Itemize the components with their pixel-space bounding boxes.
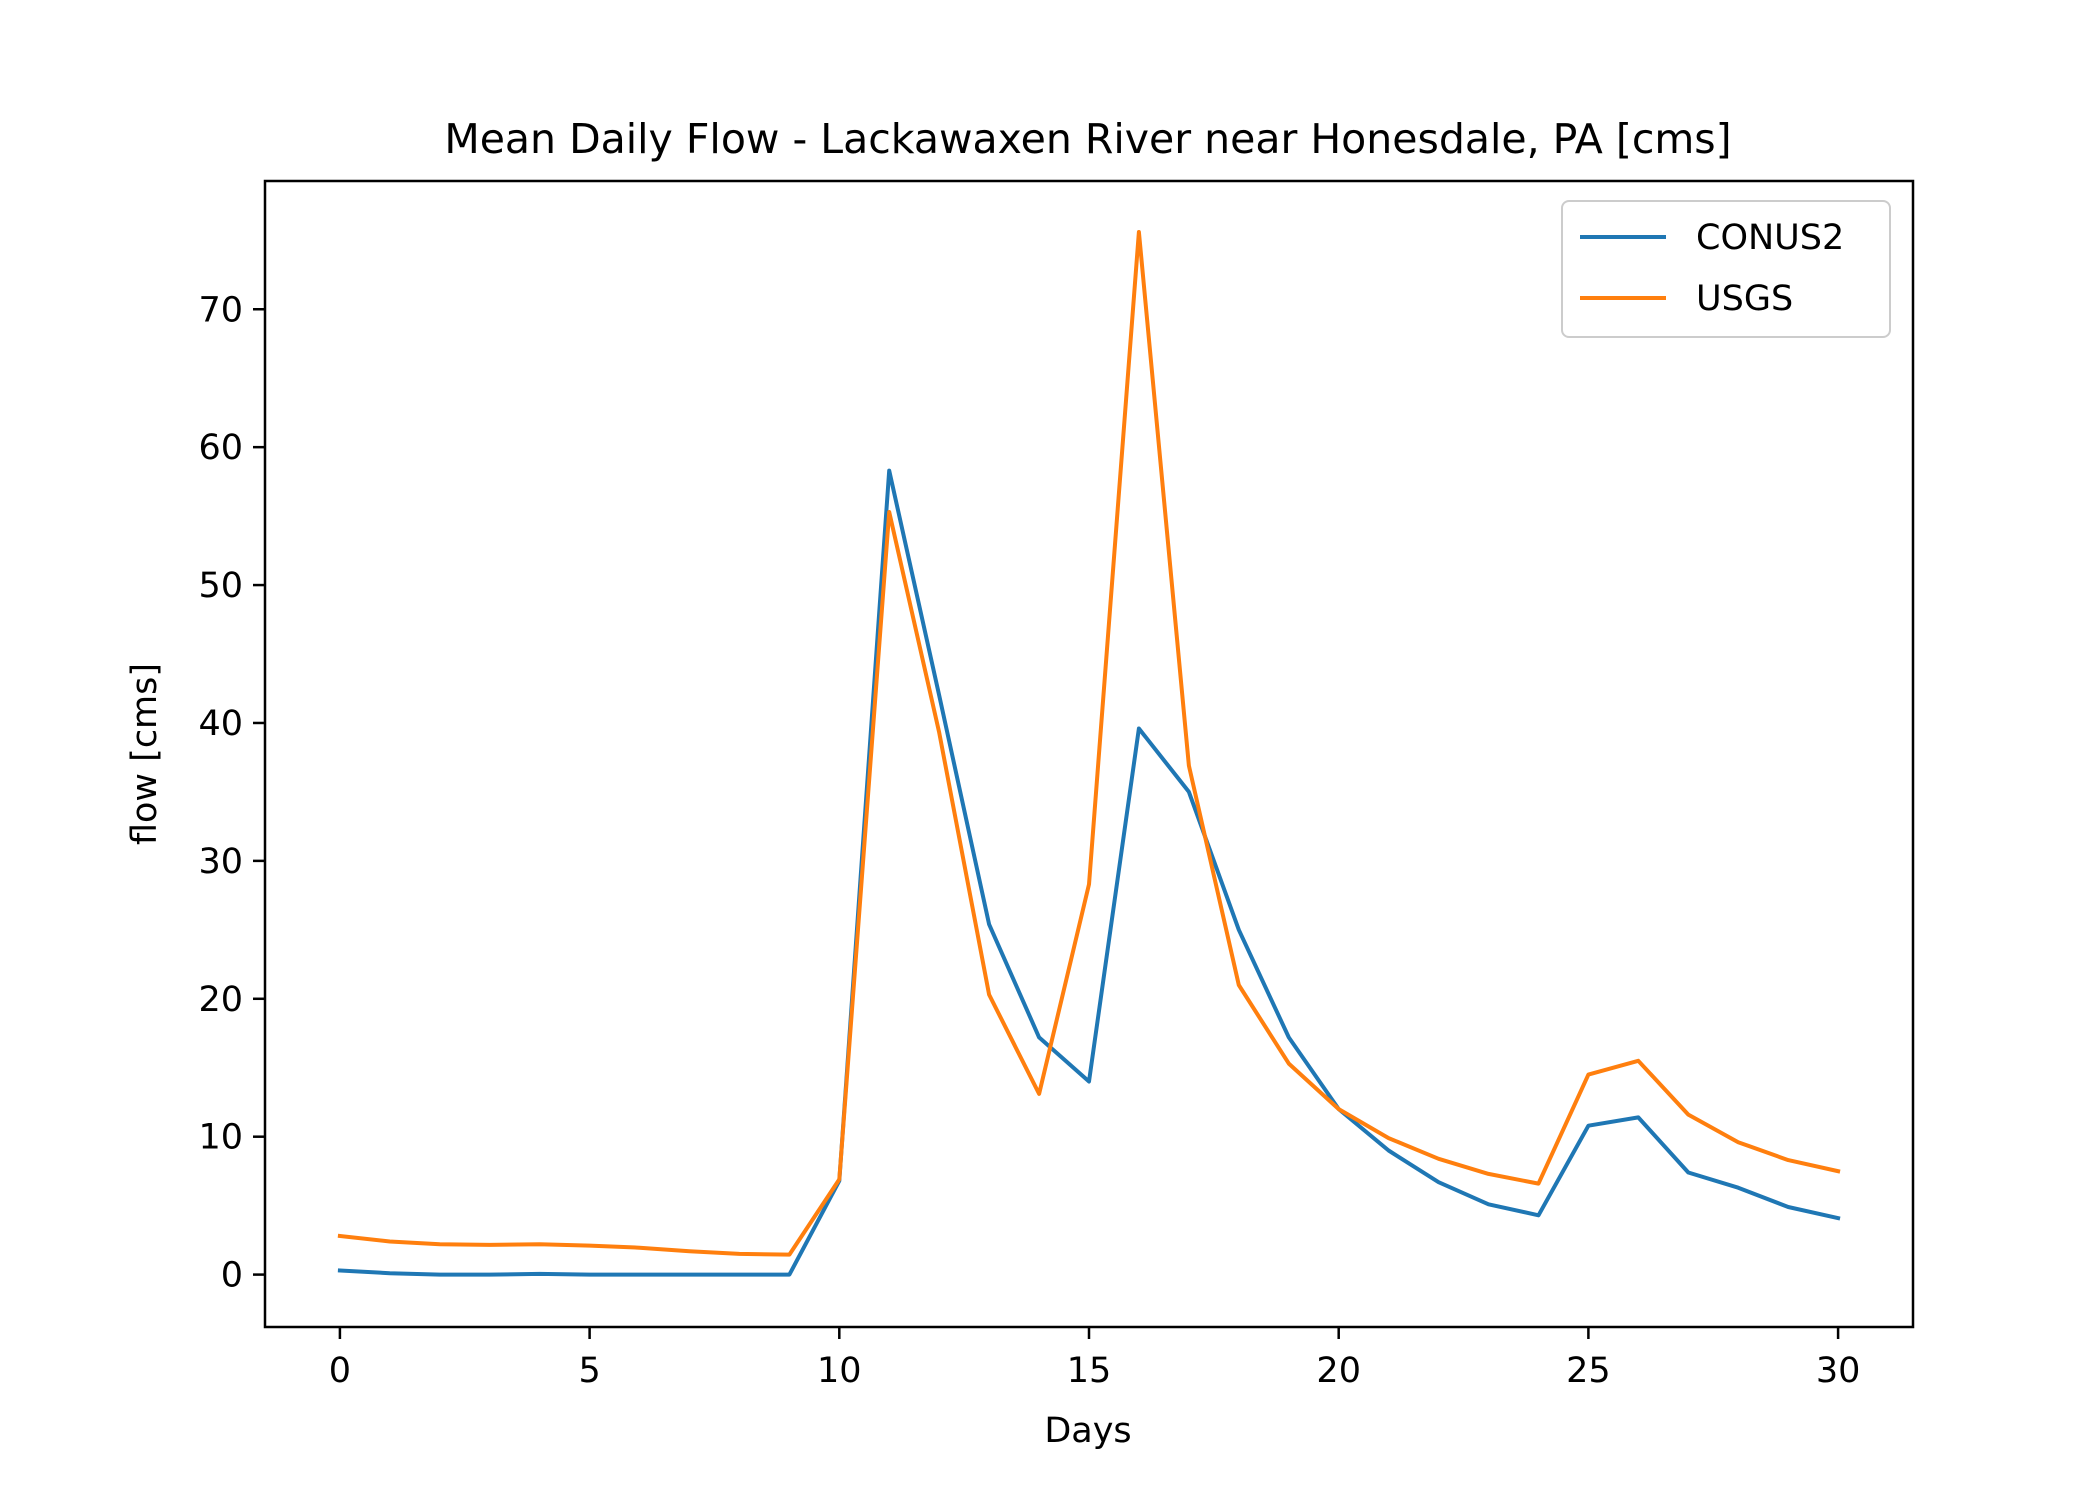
- x-axis-ticks: 0 5 10 15 20 25 30: [329, 1327, 1861, 1391]
- y-tick-label: 40: [198, 704, 243, 744]
- x-tick-label: 30: [1816, 1351, 1861, 1391]
- series-line-usgs: [337, 230, 1841, 1257]
- plot-lines: [337, 230, 1841, 1277]
- y-axis-ticks: 0 10 20 30 40 50 60 70: [198, 290, 265, 1296]
- x-tick-label: 10: [817, 1351, 862, 1391]
- x-tick-label: 25: [1566, 1351, 1611, 1391]
- legend-label-conus2: CONUS2: [1696, 218, 1844, 258]
- y-axis-label: flow [cms]: [125, 663, 165, 845]
- x-tick-label: 20: [1316, 1351, 1361, 1391]
- y-tick-label: 70: [198, 290, 243, 330]
- y-tick-label: 0: [221, 1256, 243, 1296]
- x-tick-label: 0: [329, 1351, 351, 1391]
- y-tick-label: 30: [198, 842, 243, 882]
- legend: CONUS2 USGS: [1561, 200, 1891, 338]
- y-tick-label: 60: [198, 428, 243, 468]
- series-line-conus2: [337, 468, 1841, 1277]
- x-tick-label: 5: [578, 1351, 600, 1391]
- x-tick-label: 15: [1067, 1351, 1112, 1391]
- y-tick-label: 10: [198, 1118, 243, 1158]
- y-tick-label: 50: [198, 566, 243, 606]
- chart-title: Mean Daily Flow - Lackawaxen River near …: [444, 115, 1731, 163]
- legend-label-usgs: USGS: [1696, 279, 1793, 319]
- x-axis-label: Days: [1044, 1411, 1131, 1451]
- y-tick-label: 20: [198, 980, 243, 1020]
